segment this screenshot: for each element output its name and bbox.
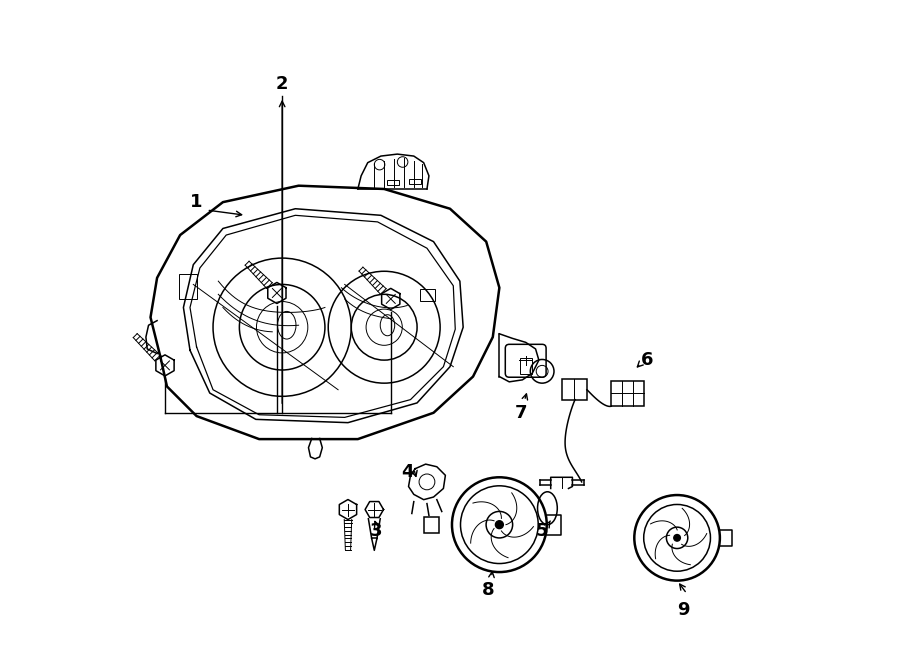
- Circle shape: [674, 535, 680, 541]
- Text: 2: 2: [276, 75, 288, 93]
- Text: 9: 9: [678, 602, 690, 619]
- Text: 8: 8: [482, 582, 494, 600]
- Text: 6: 6: [641, 351, 653, 369]
- Text: 3: 3: [370, 522, 382, 540]
- Text: 5: 5: [536, 522, 548, 540]
- Text: 7: 7: [515, 404, 527, 422]
- Circle shape: [495, 521, 503, 529]
- Text: 4: 4: [401, 463, 413, 481]
- Text: 1: 1: [190, 193, 203, 211]
